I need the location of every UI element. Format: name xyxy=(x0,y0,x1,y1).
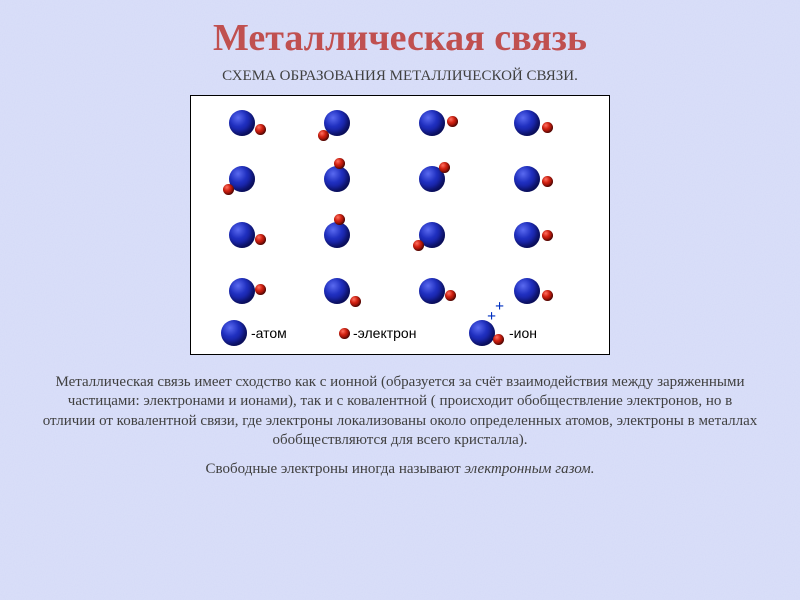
electron-sphere xyxy=(339,328,350,339)
electron-sphere xyxy=(255,124,266,135)
plus-icon: + xyxy=(495,298,504,316)
slide-title: Металлическая связь xyxy=(213,18,587,60)
slide-subtitle: СХЕМА ОБРАЗОВАНИЯ МЕТАЛЛИЧЕСКОЙ СВЯЗИ. xyxy=(222,68,578,85)
legend-electron-label: -электрон xyxy=(353,325,416,341)
footnote-italic: электронным газом. xyxy=(464,461,594,477)
electron-sphere xyxy=(413,240,424,251)
atom-sphere xyxy=(229,110,255,136)
atom-sphere xyxy=(514,166,540,192)
atom-sphere xyxy=(229,222,255,248)
atom-sphere xyxy=(324,278,350,304)
atom-sphere xyxy=(514,222,540,248)
atom-sphere xyxy=(514,278,540,304)
electron-sphere xyxy=(439,162,450,173)
legend-atom-label: -атом xyxy=(251,325,287,341)
electron-sphere xyxy=(542,176,553,187)
electron-sphere xyxy=(542,290,553,301)
atom-sphere xyxy=(221,320,247,346)
electron-sphere xyxy=(334,214,345,225)
electron-sphere xyxy=(445,290,456,301)
slide-container: Металлическая связь СХЕМА ОБРАЗОВАНИЯ МЕ… xyxy=(0,0,800,600)
electron-sphere xyxy=(542,230,553,241)
atom-sphere xyxy=(324,166,350,192)
footnote-prefix: Свободные электроны иногда называют xyxy=(206,461,465,477)
bonding-diagram: + -атом -электрон + -ион xyxy=(190,95,610,355)
atom-sphere xyxy=(419,110,445,136)
electron-sphere xyxy=(255,234,266,245)
atom-sphere xyxy=(324,222,350,248)
electron-sphere xyxy=(223,184,234,195)
atom-sphere xyxy=(419,278,445,304)
atom-sphere xyxy=(229,278,255,304)
electron-sphere xyxy=(334,158,345,169)
electron-sphere xyxy=(350,296,361,307)
electron-sphere xyxy=(447,116,458,127)
legend-ion-label: -ион xyxy=(509,325,537,341)
electron-sphere xyxy=(318,130,329,141)
plus-icon: + xyxy=(487,308,496,326)
electron-sphere xyxy=(255,284,266,295)
electron-sphere xyxy=(493,334,504,345)
electron-sphere xyxy=(542,122,553,133)
atom-sphere xyxy=(514,110,540,136)
body-paragraph: Металлическая связь имеет сходство как с… xyxy=(40,373,760,451)
footnote: Свободные электроны иногда называют элек… xyxy=(206,461,595,478)
